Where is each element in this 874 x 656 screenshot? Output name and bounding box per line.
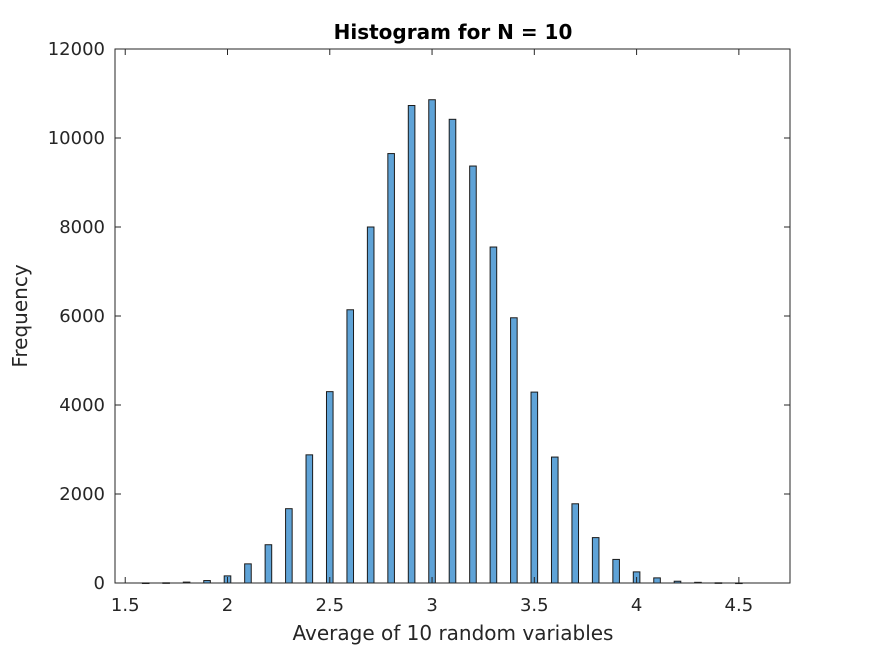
x-tick-label: 3 [426, 595, 437, 616]
y-tick-label: 0 [94, 573, 105, 594]
x-tick-label: 2.5 [315, 595, 344, 616]
histogram-bar [305, 454, 314, 584]
histogram-bar [325, 391, 334, 584]
histogram-bar [571, 503, 580, 584]
histogram-bar [489, 246, 498, 584]
x-axis-label: Average of 10 random variables [293, 621, 614, 645]
y-tick-label: 10000 [48, 128, 105, 149]
histogram-bar [550, 456, 559, 584]
x-axis: 1.5 2 2.5 3 3.5 4 4.5 [111, 49, 753, 616]
histogram-bar [387, 153, 395, 584]
x-tick-label: 4.5 [725, 595, 754, 616]
histogram-bar [510, 317, 518, 584]
histogram-bar [285, 508, 293, 584]
histogram-bar [448, 118, 457, 584]
x-tick-label: 2 [222, 595, 233, 616]
histogram-bar [612, 558, 620, 584]
x-tick-label: 3.5 [520, 595, 549, 616]
histogram-bar [366, 226, 375, 584]
y-tick-label: 2000 [59, 484, 105, 505]
histogram-bar [591, 537, 600, 584]
x-tick-label: 1.5 [111, 595, 140, 616]
y-tick-label: 12000 [48, 39, 105, 60]
histogram-bar [469, 165, 477, 584]
x-tick-label: 4 [631, 595, 642, 616]
histogram-bar [346, 309, 355, 584]
chart-title: Histogram for N = 10 [334, 20, 573, 44]
y-tick-label: 4000 [59, 395, 105, 416]
bars-group [141, 99, 743, 585]
y-axis: 0 2000 4000 6000 8000 10000 12000 [48, 39, 790, 594]
y-tick-label: 8000 [59, 217, 105, 238]
histogram-bar [653, 577, 661, 584]
histogram-bar [407, 105, 416, 584]
y-tick-label: 6000 [59, 306, 105, 327]
y-axis-label: Frequency [8, 264, 32, 367]
histogram-bar [244, 563, 252, 584]
histogram-bar [530, 391, 539, 584]
histogram-bar [264, 544, 273, 584]
histogram-bar [428, 99, 436, 584]
